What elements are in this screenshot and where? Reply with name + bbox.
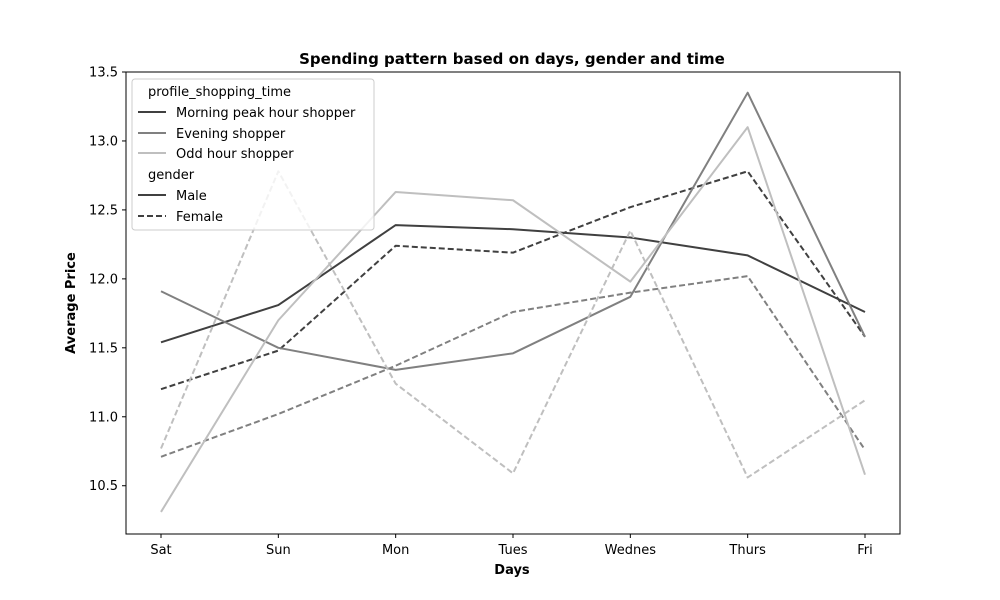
y-tick-label: 11.0 (89, 410, 118, 425)
x-tick-label: Thurs (728, 543, 766, 558)
y-tick-label: 12.5 (89, 203, 118, 218)
legend-style-title: gender (148, 168, 195, 183)
legend-label-male: Male (176, 189, 207, 204)
x-tick-label: Sun (266, 543, 291, 558)
legend-frame (131, 78, 375, 231)
y-tick-label: 11.5 (89, 341, 118, 356)
x-axis-label: Days (494, 563, 530, 578)
y-tick-label: 12.0 (89, 272, 118, 287)
y-tick-label: 13.0 (89, 134, 118, 149)
series-line-odd-male (160, 126, 866, 513)
series-line-evening-male (160, 91, 866, 371)
x-tick-label: Sat (150, 543, 171, 558)
legend-label-odd: Odd hour shopper (176, 147, 294, 162)
series-line-evening-female (160, 275, 866, 458)
legend-label-morning: Morning peak hour shopper (176, 106, 356, 121)
legend-label-female: Female (176, 210, 223, 225)
x-axis: Sat Sun Mon Tues Wednes Thurs Fri (150, 534, 873, 558)
y-axis: 10.5 11.0 11.5 12.0 12.5 13.0 13.5 (89, 66, 126, 494)
y-axis-label: Average Price (64, 252, 79, 354)
legend-label-evening: Evening shopper (176, 127, 286, 142)
series-line-morning-female (160, 170, 866, 391)
x-tick-label: Wednes (605, 543, 657, 558)
y-tick-label: 13.5 (89, 66, 118, 81)
x-tick-label: Fri (857, 543, 873, 558)
series-line-morning-male (160, 224, 866, 344)
legend-hue-title: profile_shopping_time (148, 85, 291, 100)
x-tick-label: Tues (498, 543, 528, 558)
legend: profile_shopping_time Morning peak hour … (131, 78, 375, 231)
chart-title: Spending pattern based on days, gender a… (299, 50, 725, 68)
x-tick-label: Mon (382, 543, 409, 558)
y-tick-label: 10.5 (89, 479, 118, 494)
